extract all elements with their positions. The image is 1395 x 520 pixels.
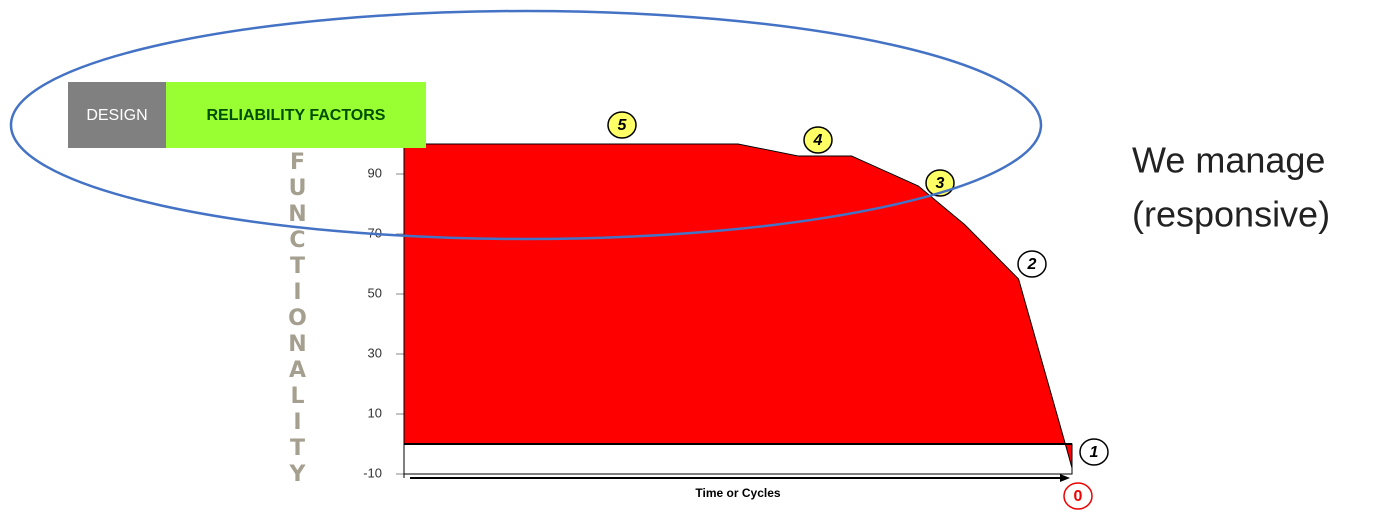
tag-box [68, 82, 166, 148]
annotation: 0 [1074, 488, 1083, 505]
side-text: We manage [1132, 140, 1325, 181]
annotation-marker [1079, 438, 1109, 466]
tag-box [166, 82, 426, 148]
side-text: (responsive) [1132, 194, 1330, 235]
annotation-marker [1063, 482, 1093, 510]
annotation: 2 [1027, 256, 1037, 273]
area [403, 143, 1073, 469]
y-tick-label: -10 [363, 465, 382, 480]
y-tick-label: 50 [368, 285, 382, 300]
tag: RELIABILITY FACTORS [207, 107, 386, 124]
annotation: 5 [618, 117, 628, 134]
y-axis-label: FUNCTIONALITY [285, 150, 310, 488]
annotation-marker [607, 111, 637, 139]
tag: DESIGN [86, 107, 147, 124]
x-axis-label: Time or Cycles [695, 486, 780, 500]
annotation: 4 [813, 132, 823, 149]
y-tick-label: 10 [368, 405, 382, 420]
annotation-marker [803, 126, 833, 154]
y-tick-label: 90 [368, 165, 382, 180]
plot-frame [403, 443, 1073, 475]
annotation: 1 [1090, 444, 1099, 461]
arrow-head [1060, 474, 1070, 482]
highlight-ellipse [9, 9, 1043, 241]
y-tick-label: 30 [368, 345, 382, 360]
annotation: 3 [936, 175, 945, 192]
annotation-marker [1017, 250, 1047, 278]
